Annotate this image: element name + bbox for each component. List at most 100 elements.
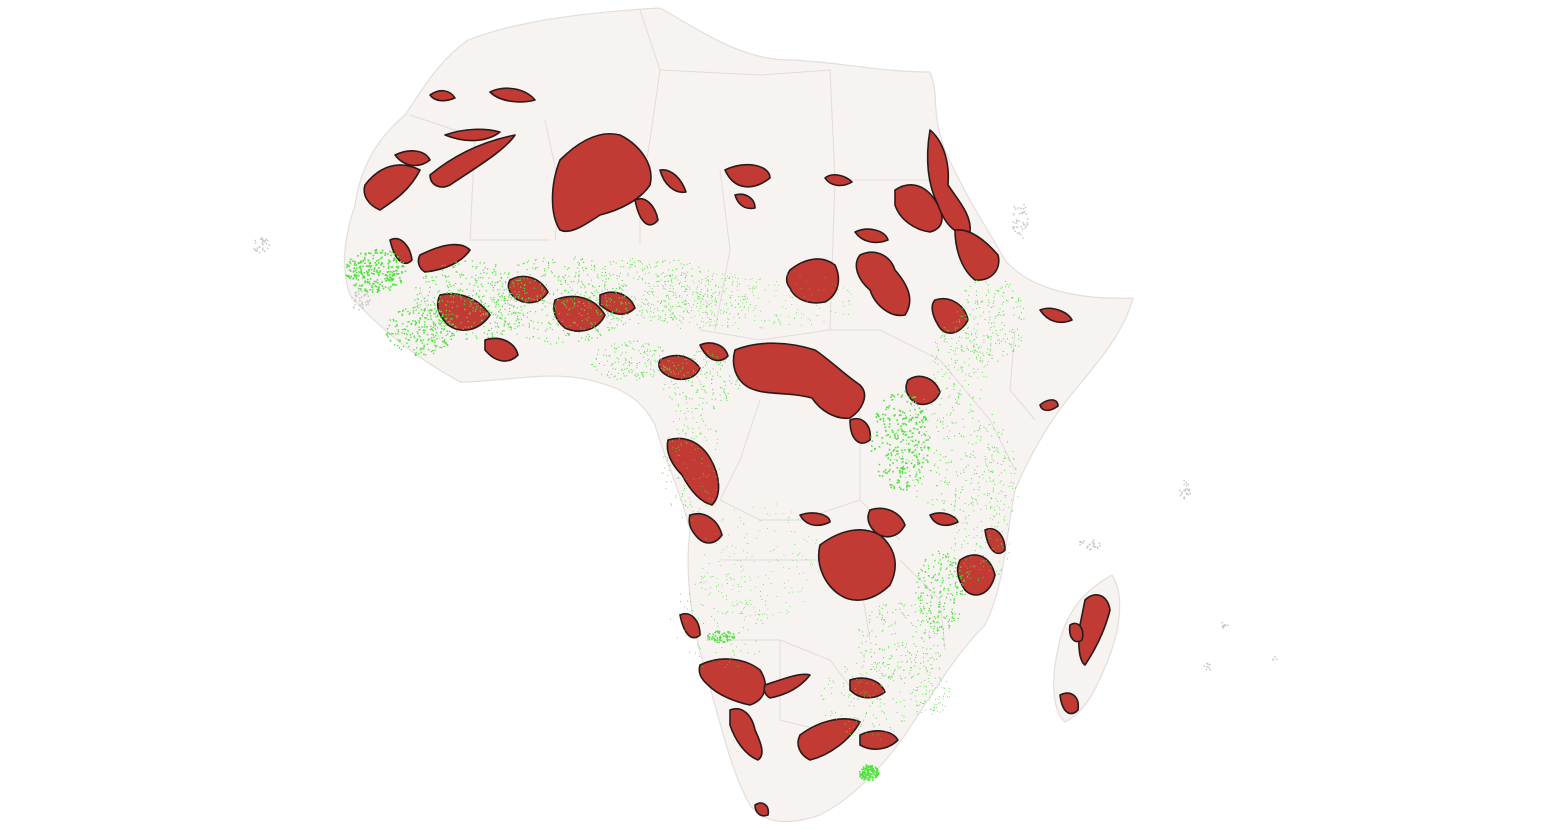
coastal-point xyxy=(361,303,364,305)
green-point xyxy=(664,281,666,282)
green-point xyxy=(664,366,666,368)
green-point xyxy=(959,593,961,595)
green-point xyxy=(865,641,867,642)
green-point xyxy=(688,312,690,314)
green-point xyxy=(491,312,493,314)
green-point xyxy=(389,289,391,291)
green-point xyxy=(950,346,952,347)
green-point xyxy=(623,323,624,325)
green-point xyxy=(871,440,874,442)
green-point xyxy=(682,317,684,318)
green-point xyxy=(895,621,896,623)
green-point xyxy=(737,560,738,561)
green-point xyxy=(621,285,623,287)
green-point xyxy=(951,573,953,575)
green-point xyxy=(613,376,615,378)
green-point xyxy=(884,619,886,621)
green-point xyxy=(415,340,417,343)
green-point xyxy=(459,290,461,292)
green-point xyxy=(945,596,947,598)
green-point xyxy=(491,272,493,274)
green-point xyxy=(705,377,707,378)
green-point xyxy=(507,323,509,325)
green-point xyxy=(683,310,685,312)
green-point xyxy=(864,773,866,776)
green-point xyxy=(937,630,939,632)
green-point xyxy=(657,301,659,302)
green-point xyxy=(727,322,729,323)
green-point xyxy=(987,466,988,468)
green-point xyxy=(949,625,951,627)
green-point xyxy=(642,279,643,281)
green-point xyxy=(897,481,900,484)
green-point xyxy=(546,328,548,330)
green-point xyxy=(993,321,995,323)
green-point xyxy=(734,654,735,656)
green-point xyxy=(893,485,895,488)
green-point xyxy=(723,380,725,382)
green-point xyxy=(894,414,896,416)
green-point xyxy=(596,369,598,371)
coastal-point xyxy=(1023,210,1026,213)
green-point xyxy=(497,303,499,305)
green-point xyxy=(949,564,951,566)
green-point xyxy=(899,472,901,474)
green-point xyxy=(754,315,756,317)
green-point xyxy=(747,604,749,605)
green-point xyxy=(888,667,889,669)
green-point xyxy=(921,443,923,445)
green-point xyxy=(797,518,799,520)
green-point xyxy=(987,354,989,355)
green-point xyxy=(472,295,474,297)
green-point xyxy=(670,308,672,310)
green-point xyxy=(859,775,861,778)
green-point xyxy=(670,275,672,277)
green-point xyxy=(844,666,846,668)
green-point xyxy=(902,468,904,471)
green-point xyxy=(994,526,996,528)
green-point xyxy=(510,292,512,294)
green-point xyxy=(927,439,929,441)
green-point xyxy=(925,693,927,695)
green-point xyxy=(923,620,925,622)
green-point xyxy=(909,658,911,660)
green-point xyxy=(977,300,979,302)
green-point xyxy=(675,497,677,498)
green-point xyxy=(720,286,722,288)
green-point xyxy=(1000,490,1002,492)
green-point xyxy=(925,653,927,655)
green-point xyxy=(480,300,482,302)
green-point xyxy=(426,333,429,336)
coastal-point xyxy=(1183,479,1186,482)
green-point xyxy=(898,602,900,604)
green-point xyxy=(732,601,733,603)
green-point xyxy=(499,280,501,282)
green-point xyxy=(637,373,639,375)
green-point xyxy=(946,615,948,617)
green-point xyxy=(522,313,524,315)
green-point xyxy=(552,294,554,296)
green-point xyxy=(983,354,985,356)
green-point xyxy=(526,316,528,318)
coastal-point xyxy=(1012,221,1015,224)
green-point xyxy=(475,294,477,296)
green-point xyxy=(719,376,721,378)
green-point xyxy=(649,286,650,288)
green-point xyxy=(629,371,630,373)
green-point xyxy=(370,268,373,271)
green-point xyxy=(752,506,754,508)
green-point xyxy=(965,374,967,376)
green-point xyxy=(479,262,481,264)
green-point xyxy=(1000,480,1002,482)
green-point xyxy=(580,293,582,295)
green-point xyxy=(419,328,421,331)
green-point xyxy=(963,579,965,581)
green-point xyxy=(1015,345,1016,347)
green-point xyxy=(966,348,968,350)
green-point xyxy=(730,656,732,658)
green-point xyxy=(859,774,862,777)
green-point xyxy=(965,536,967,538)
green-point xyxy=(453,266,455,268)
